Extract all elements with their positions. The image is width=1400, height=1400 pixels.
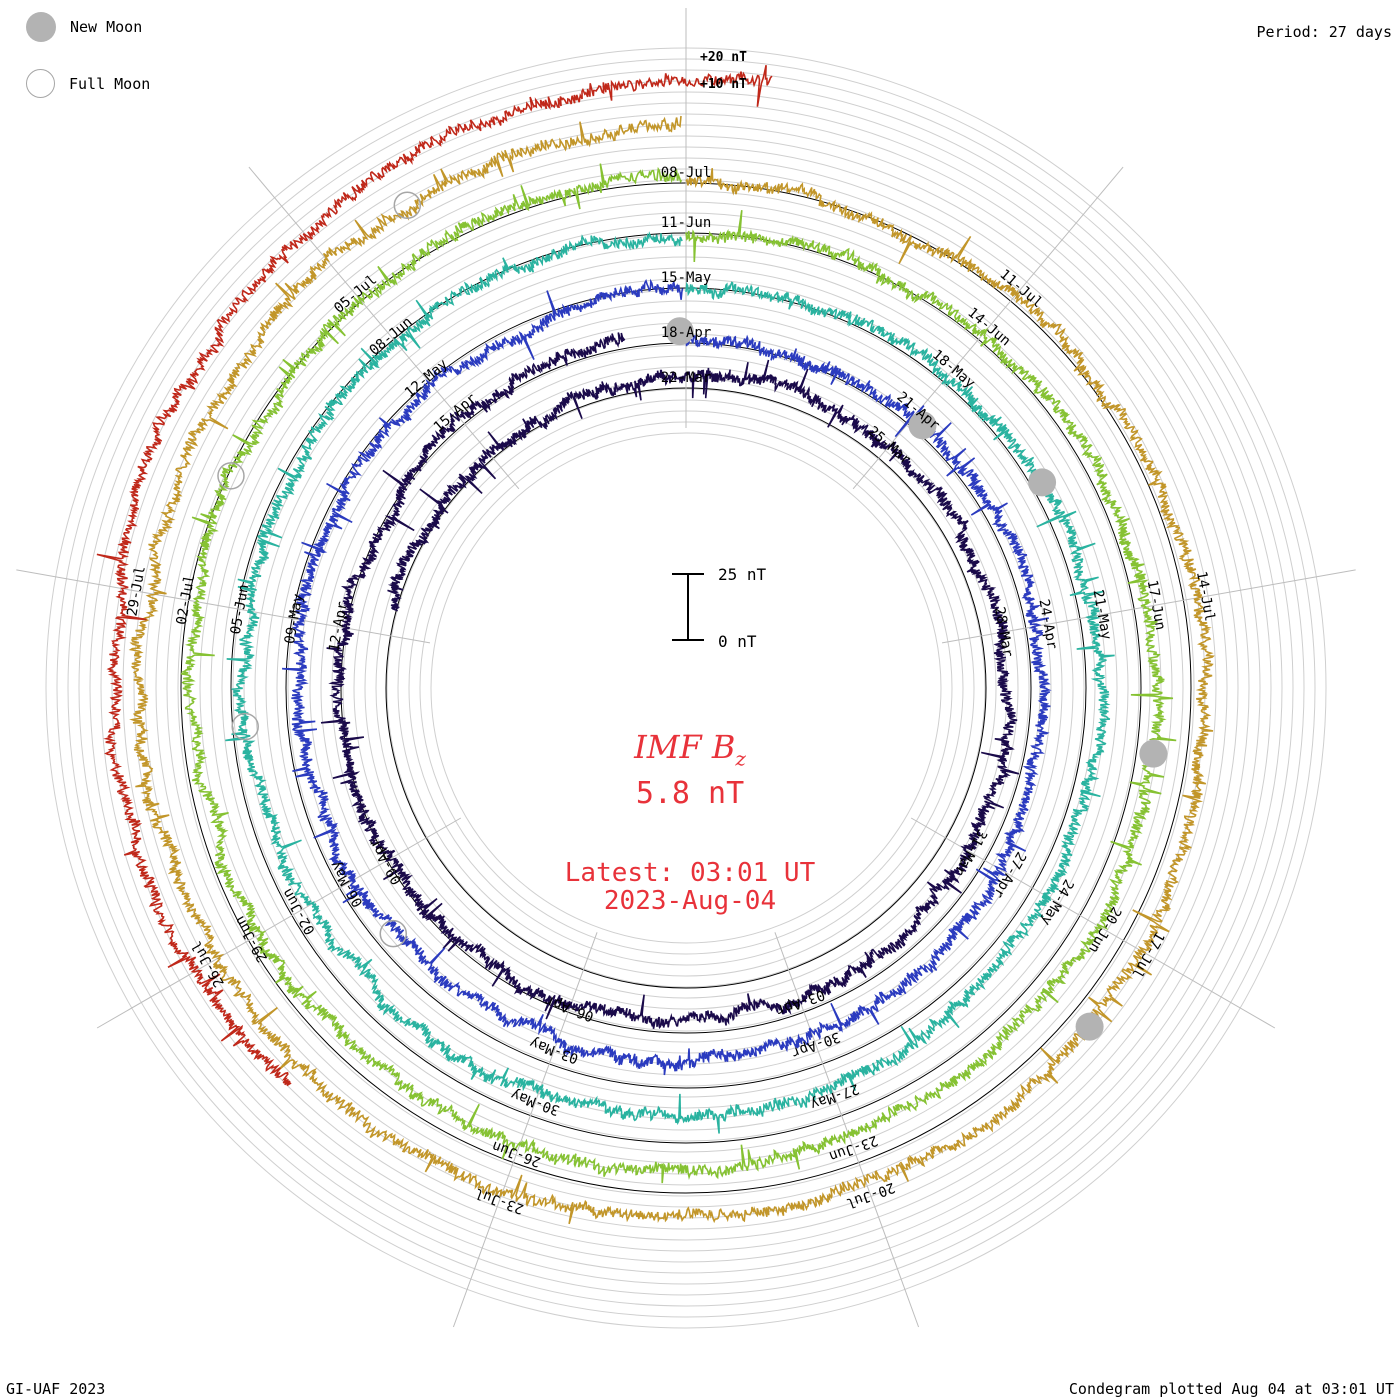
offset-label-20: +20 nT <box>700 50 747 65</box>
tick-label: 06-May <box>327 858 366 910</box>
new-moon-marker <box>1028 468 1057 497</box>
series-trace <box>128 115 1215 1225</box>
scale-bar: 25 nT 0 nT <box>672 565 767 651</box>
current-value: 5.8 nT <box>635 776 745 811</box>
scale-bar-bottom-label: 0 nT <box>718 632 757 651</box>
grid-ring <box>331 333 1041 1043</box>
legend-full-moon-label: Full Moon <box>69 74 151 93</box>
chart-title: IMF Bz <box>480 728 900 770</box>
latest-time: Latest: 03:01 UT <box>564 858 816 888</box>
tick-label: 18-Apr <box>661 325 712 341</box>
full-moon-icon <box>26 69 55 98</box>
tick-label: 11-Jul <box>996 266 1045 311</box>
tick-label: 17-Jun <box>1144 579 1169 632</box>
new-moon-marker <box>1139 739 1168 768</box>
full-moon-marker <box>231 712 259 741</box>
new-moon-marker <box>1075 1012 1104 1041</box>
period-label: Period: 27 days <box>1256 23 1392 41</box>
tick-label: 09-Apr <box>366 835 405 887</box>
tick-label: 29-Jul <box>124 565 149 618</box>
legend-full-moon: Full Moon <box>26 69 150 98</box>
tick-label: 22-Mar <box>661 370 712 386</box>
grid-spoke <box>852 166 1124 490</box>
spoke-layer <box>16 8 1356 1328</box>
grid-spoke <box>941 569 1356 644</box>
scale-bar-top-label: 25 nT <box>718 565 767 584</box>
grid-ring <box>430 432 942 944</box>
new-moon-icon <box>26 12 56 42</box>
chart-title-subscript: z <box>735 746 746 771</box>
tick-label: 06-Apr <box>543 992 596 1024</box>
tick-label: 28-Mar <box>991 606 1016 659</box>
grid-spoke <box>96 817 462 1029</box>
moon-events-layer <box>217 191 1168 1041</box>
tick-label: 15-May <box>661 270 712 286</box>
series-trace <box>180 163 1177 1184</box>
series-layer <box>96 65 1215 1225</box>
offset-label-10: +10 nT <box>700 77 747 92</box>
footer-plotted: Condegram plotted Aug 04 at 03:01 UT <box>1068 1380 1394 1398</box>
grid-spoke <box>16 569 431 644</box>
tick-label: 08-Jul <box>661 165 712 181</box>
full-moon-marker <box>217 462 245 490</box>
grid-spoke <box>910 817 1276 1029</box>
legend-new-moon: New Moon <box>26 12 142 42</box>
grid-spoke <box>248 166 520 490</box>
tick-label: 20-Jul <box>844 1179 897 1211</box>
series-trace <box>96 65 773 1087</box>
tick-label: 02-Jul <box>174 574 199 627</box>
tick-label: 26-Jun <box>490 1137 543 1169</box>
legend-new-moon-label: New Moon <box>70 18 143 36</box>
full-moon-marker <box>379 919 408 948</box>
tick-label: 11-Jun <box>661 215 712 231</box>
new-moon-marker <box>665 317 694 346</box>
grid-spoke <box>774 932 920 1328</box>
tick-label: 05-Jul <box>331 272 380 317</box>
full-moon-marker <box>393 191 422 220</box>
footer-credit: GI-UAF 2023 <box>6 1380 106 1398</box>
latest-date: 2023-Aug-04 <box>603 886 777 916</box>
series-trace <box>282 278 1052 1076</box>
tick-label: 30-Apr <box>789 1028 842 1060</box>
grid-spoke <box>452 932 598 1328</box>
series-trace <box>225 231 1115 1134</box>
series-trace <box>320 332 1020 1030</box>
new-moon-marker <box>908 411 937 440</box>
chart-title-text: IMF B <box>634 728 736 766</box>
